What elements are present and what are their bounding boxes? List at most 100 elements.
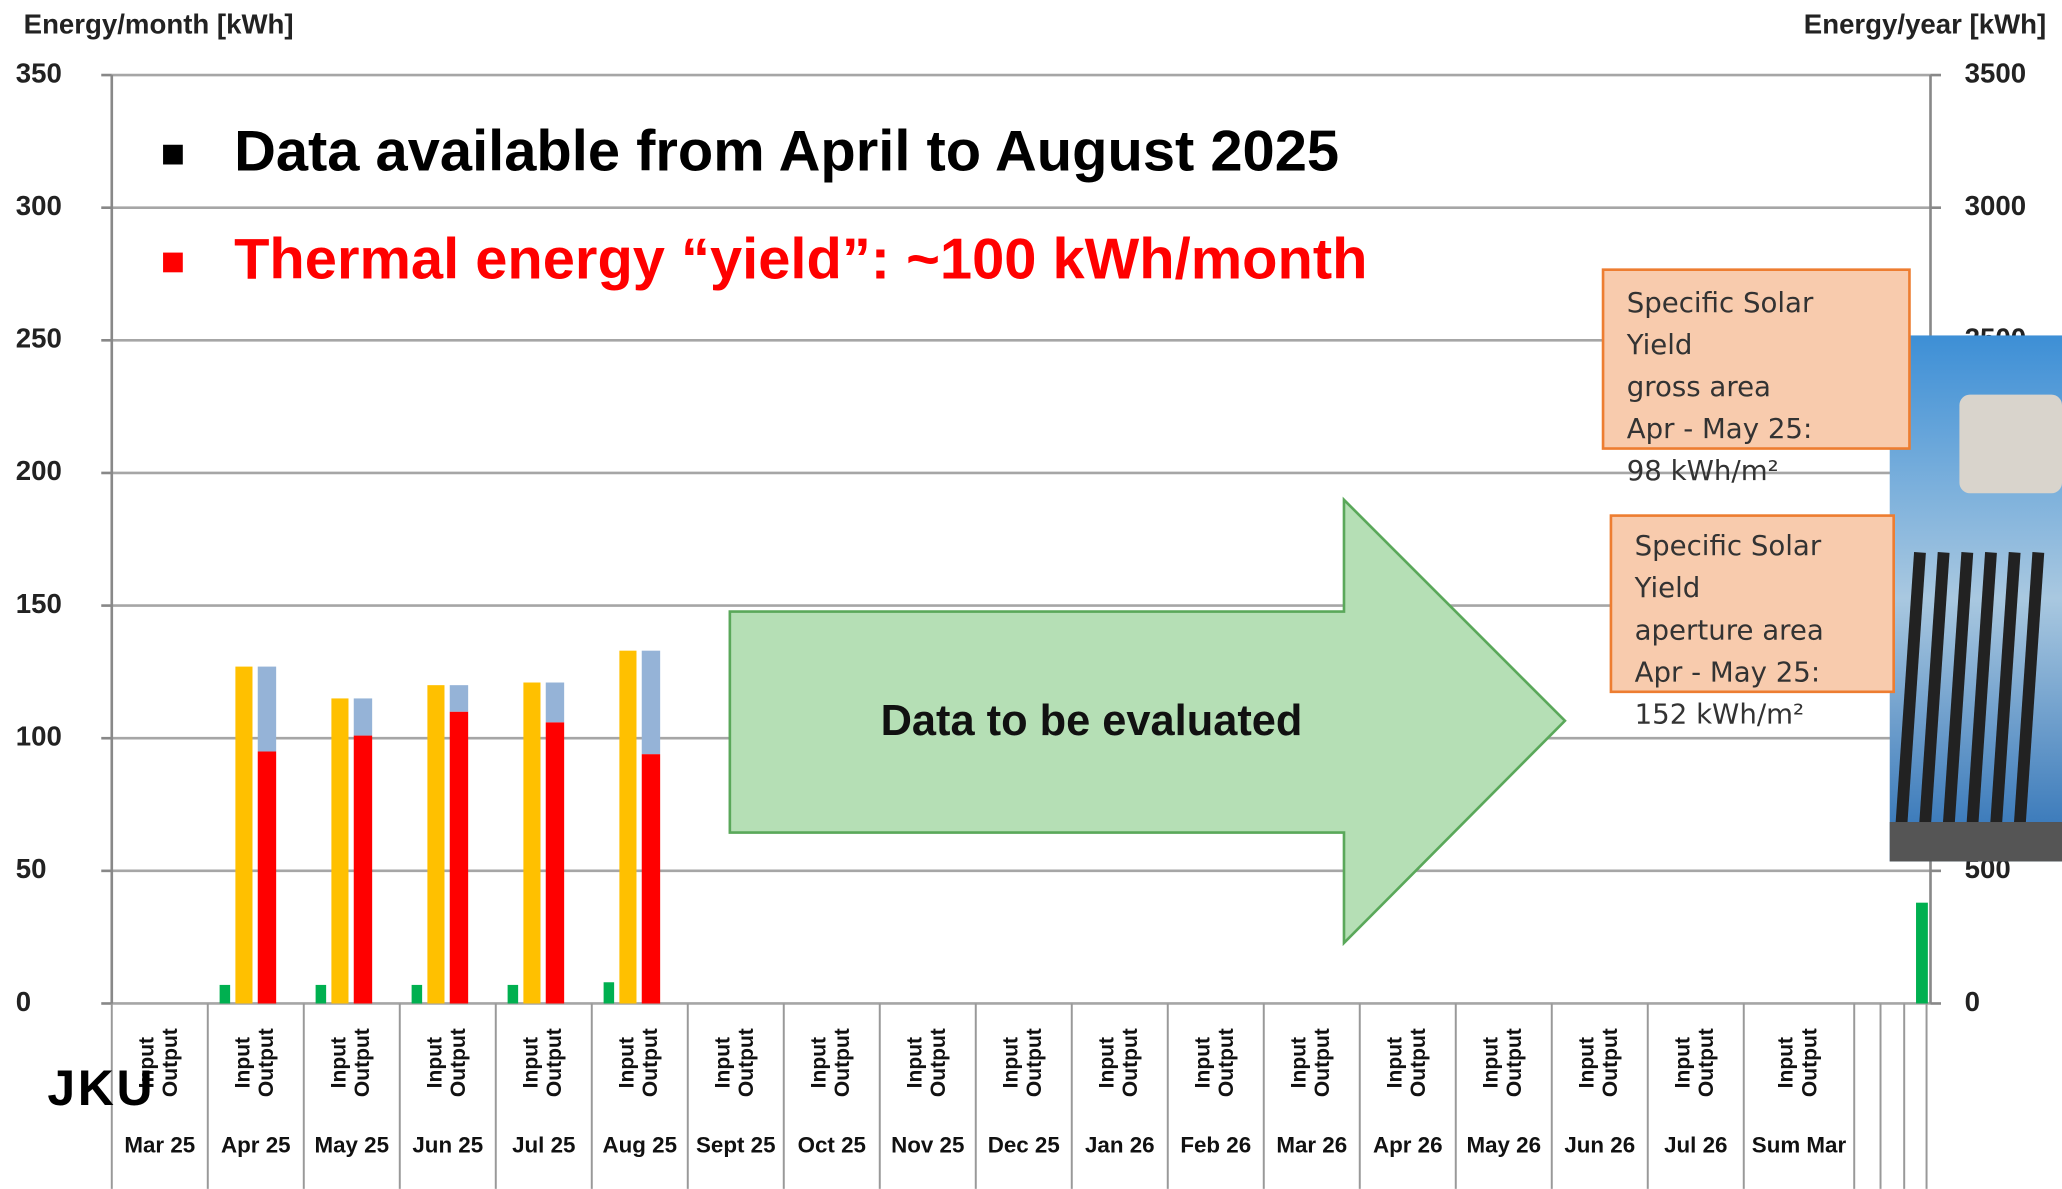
photo-tube <box>1918 552 1950 843</box>
sub-label: Input <box>1095 1037 1118 1088</box>
sub-label: Input <box>903 1037 926 1088</box>
x-tick-label: Jul 26 <box>1664 1133 1727 1158</box>
sub-label: Input <box>711 1037 734 1088</box>
bar <box>641 754 661 1004</box>
bar <box>545 682 565 723</box>
bullet-text: Thermal energy “yield”: ~100 kWh/month <box>234 227 1367 291</box>
arrow-label: Data to be evaluated <box>881 697 1303 745</box>
photo-tube <box>1965 552 1997 843</box>
sub-label: Input <box>232 1037 255 1088</box>
annotation-text: Yield <box>1634 571 1701 604</box>
arrow <box>728 496 1567 947</box>
sub-label: Output <box>1023 1028 1046 1097</box>
bar <box>353 735 373 1004</box>
sub-label: Output <box>1798 1028 1821 1097</box>
sub-label: Input <box>807 1037 830 1088</box>
photo-tube <box>1894 552 1926 843</box>
y-tick-label: 350 <box>16 57 62 88</box>
sub-label: Output <box>543 1028 566 1097</box>
sub-label: Output <box>1599 1028 1622 1097</box>
bar <box>523 682 541 1004</box>
bar <box>449 685 469 712</box>
sub-label: Output <box>1407 1028 1430 1097</box>
x-tick-label: Jun 26 <box>1564 1133 1635 1158</box>
x-tick-label: Feb 26 <box>1180 1133 1251 1158</box>
y2-tick-label: 3000 <box>1965 190 2026 221</box>
annotation-box <box>1609 514 1895 694</box>
annotation-text: Apr - May 25: <box>1627 412 1813 445</box>
sub-label: Input <box>1671 1037 1694 1088</box>
sub-label: Output <box>1311 1028 1334 1097</box>
bar <box>331 698 349 1004</box>
bar <box>235 666 253 1004</box>
sub-label: Input <box>1383 1037 1406 1088</box>
y-tick-label: 0 <box>16 986 31 1017</box>
bar <box>257 751 277 1004</box>
x-tick-label: Oct 25 <box>798 1133 866 1158</box>
y-tick-label: 100 <box>16 721 62 752</box>
y-tick-label: 300 <box>16 190 62 221</box>
sub-label: Output <box>927 1028 950 1097</box>
sub-label: Output <box>639 1028 662 1097</box>
photo-tube <box>1989 552 2021 843</box>
bar <box>257 666 277 752</box>
sub-label: Input <box>328 1037 351 1088</box>
sub-label: Output <box>1215 1028 1238 1097</box>
sub-label: Input <box>1191 1037 1214 1088</box>
sub-label: Input <box>136 1037 159 1088</box>
bar <box>507 984 519 1004</box>
bullet-marker <box>163 252 183 273</box>
photo-tube <box>2012 552 2045 843</box>
x-tick-label: Mar 26 <box>1276 1133 1347 1158</box>
annotation-text: 98 kWh/m² <box>1627 454 1779 487</box>
logo: JKU <box>47 1060 155 1116</box>
bar <box>219 984 231 1004</box>
x-tick-label: Nov 25 <box>891 1133 964 1158</box>
x-tick-label: Dec 25 <box>988 1133 1060 1158</box>
bullet-marker <box>163 144 183 165</box>
y-tick-label: 250 <box>16 323 62 354</box>
x-tick-label: Aug 25 <box>603 1133 678 1158</box>
bar <box>315 984 327 1004</box>
y-tick-label: 150 <box>16 588 62 619</box>
bullet-text: Data available from April to August 2025 <box>234 120 1339 184</box>
photo-tank <box>1959 394 2062 494</box>
bar <box>603 982 615 1004</box>
photo-tube <box>1941 552 1974 843</box>
sub-label: Input <box>615 1037 638 1088</box>
x-tick-label: Sum Mar <box>1752 1133 1847 1158</box>
x-tick-label: Sept 25 <box>696 1133 775 1158</box>
annotation-text: 152 kWh/m² <box>1635 697 1805 730</box>
x-tick-label: May 26 <box>1466 1133 1541 1158</box>
sub-label: Output <box>351 1028 374 1097</box>
sub-label: Output <box>447 1028 470 1097</box>
sub-label: Input <box>424 1037 447 1088</box>
x-tick-label: Apr 26 <box>1373 1133 1443 1158</box>
bar <box>449 711 469 1004</box>
sub-label: Output <box>159 1028 182 1097</box>
photo <box>1889 335 2062 862</box>
annotation-text: gross area <box>1627 370 1771 403</box>
x-tick-label: Mar 25 <box>124 1133 195 1158</box>
y-tick-label: 50 <box>16 853 47 884</box>
bar <box>1916 902 1928 1004</box>
sub-label: Output <box>255 1028 278 1097</box>
sub-label: Input <box>1775 1037 1798 1088</box>
x-tick-label: Jun 25 <box>412 1133 483 1158</box>
bar <box>545 722 565 1004</box>
sub-label: Input <box>999 1037 1022 1088</box>
sub-label: Output <box>735 1028 758 1097</box>
annotation-box <box>1601 268 1911 450</box>
sub-label: Output <box>831 1028 854 1097</box>
annotation-text: Yield <box>1626 328 1693 361</box>
sub-label: Output <box>1695 1028 1718 1097</box>
sub-label: Output <box>1119 1028 1142 1097</box>
x-tick-label: May 25 <box>315 1133 390 1158</box>
bar <box>411 984 423 1004</box>
sub-label: Output <box>1503 1028 1526 1097</box>
sub-label: Input <box>520 1037 543 1088</box>
x-tick-label: Jul 25 <box>512 1133 575 1158</box>
annotation-text: Specific Solar <box>1635 529 1822 562</box>
